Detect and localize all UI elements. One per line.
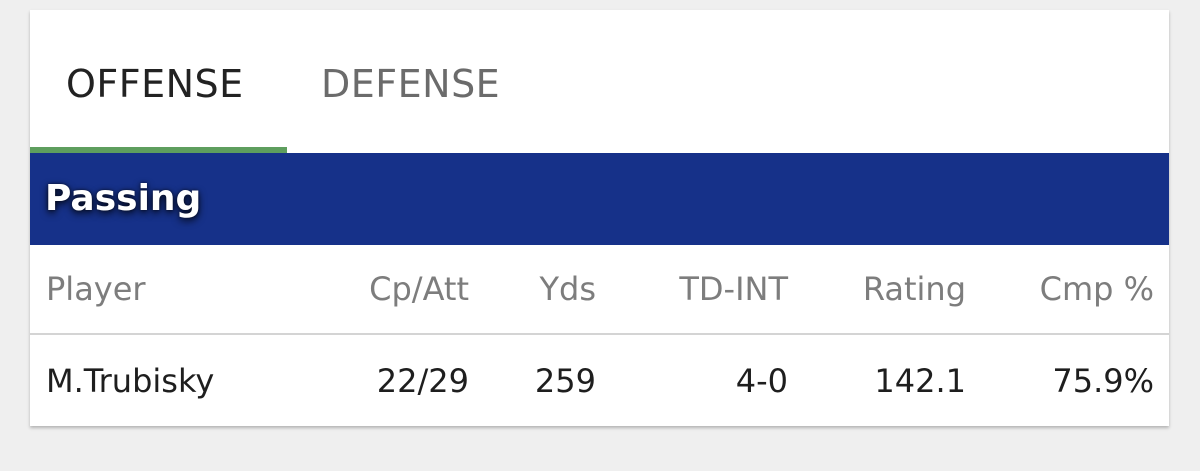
tab-offense[interactable]: OFFENSE [66, 62, 244, 106]
cell-yds: 259 [534, 362, 596, 400]
active-tab-indicator [30, 147, 287, 153]
cell-rating: 142.1 [874, 362, 966, 400]
cell-td-int: 4-0 [735, 362, 788, 400]
tab-defense[interactable]: DEFENSE [321, 62, 501, 106]
cell-cp-att: 22/29 [376, 362, 469, 400]
column-header-rating: Rating [862, 270, 966, 308]
column-header-td-int: TD-INT [679, 270, 788, 308]
column-header-player: Player [46, 270, 146, 308]
stats-card: OFFENSE DEFENSE Passing Player Cp/Att Yd… [30, 10, 1169, 426]
section-header: Passing [30, 153, 1169, 245]
column-header-cp-att: Cp/Att [369, 270, 469, 308]
cell-player[interactable]: M.Trubisky [46, 362, 215, 400]
column-header-yds: Yds [539, 270, 596, 308]
cell-cmp-pct: 75.9% [1052, 362, 1154, 400]
tab-bar: OFFENSE DEFENSE [30, 10, 1169, 153]
section-title: Passing [45, 178, 202, 219]
table-row: M.Trubisky 22/29 259 4-0 142.1 75.9% [30, 335, 1169, 426]
table-header-row: Player Cp/Att Yds TD-INT Rating Cmp % [30, 245, 1169, 335]
column-header-cmp-pct: Cmp % [1039, 270, 1154, 308]
